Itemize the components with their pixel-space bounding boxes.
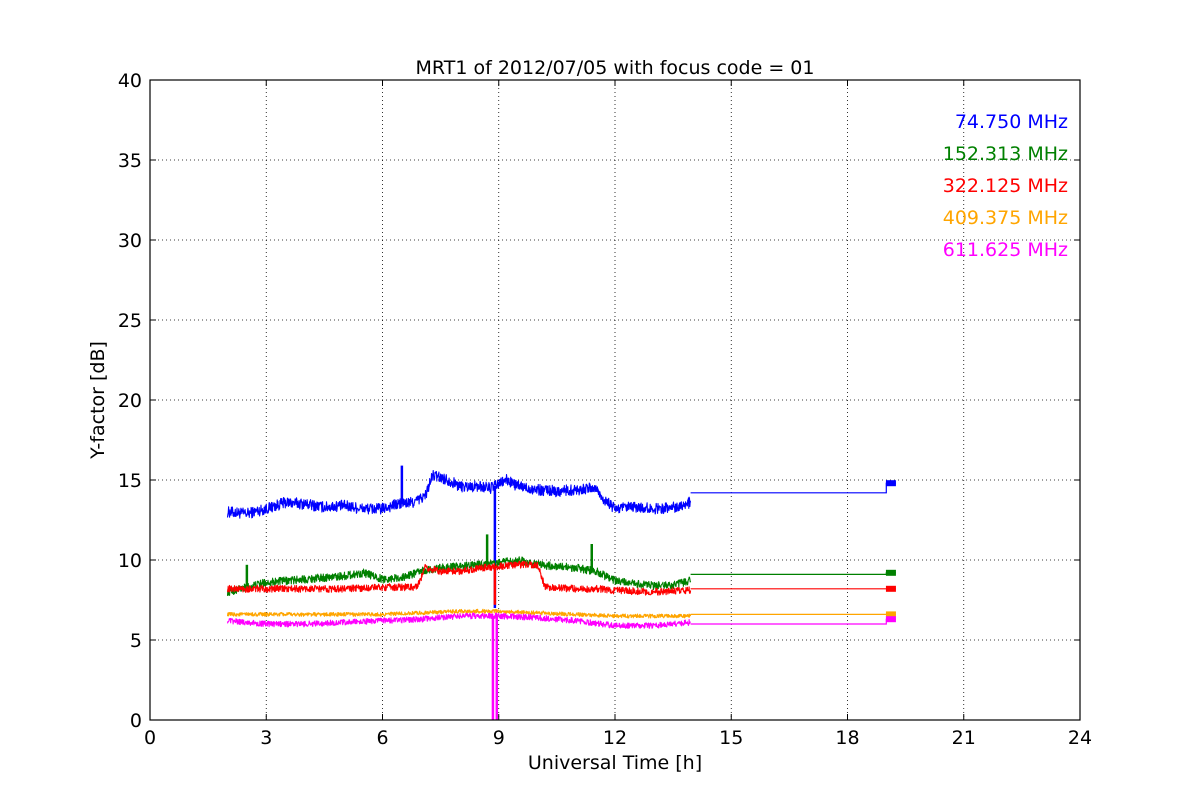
y-tick-label: 35 (118, 150, 142, 172)
x-tick-label: 21 (952, 727, 976, 749)
chart-title: MRT1 of 2012/07/05 with focus code = 01 (416, 57, 815, 79)
series-end-marker (885, 611, 896, 618)
x-tick-label: 3 (260, 727, 272, 749)
legend-label: 152.313 MHz (943, 143, 1068, 165)
y-tick-label: 20 (118, 390, 142, 412)
legend-label: 611.625 MHz (943, 239, 1068, 261)
ticks: 0 3 6 9 12 15 18 21 24 0 5 10 15 20 25 30 35 40 (118, 70, 1092, 749)
x-tick-label: 6 (376, 727, 388, 749)
legend: 74.750 MHz 152.313 MHz 322.125 MHz 409.375 … (943, 111, 1068, 261)
y-tick-label: 10 (118, 550, 142, 572)
series-hold-line (690, 618, 896, 625)
series-trace (226, 560, 692, 596)
x-tick-label: 15 (719, 727, 743, 749)
x-axis-label: Universal Time [h] (528, 752, 702, 774)
series-end-marker (885, 585, 896, 592)
series-hold-line (690, 482, 896, 494)
series-layer (226, 465, 896, 720)
series-trace (226, 612, 691, 629)
grid (150, 80, 1080, 720)
series-4 (226, 608, 896, 619)
legend-label: 322.125 MHz (943, 175, 1068, 197)
series-2 (226, 534, 896, 596)
series-3 (226, 560, 896, 605)
legend-label: 409.375 MHz (943, 207, 1068, 229)
y-tick-label: 5 (130, 630, 142, 652)
series-hold-line (690, 572, 896, 575)
series-trace (226, 469, 692, 519)
x-tick-label: 12 (603, 727, 627, 749)
series-end-marker (885, 569, 896, 576)
series-trace (226, 556, 692, 596)
y-tick-label: 25 (118, 310, 142, 332)
series-trace (226, 608, 692, 619)
x-tick-label: 18 (835, 727, 859, 749)
series-end-marker (885, 616, 896, 623)
legend-label: 74.750 MHz (955, 111, 1068, 133)
y-tick-label: 40 (118, 70, 142, 92)
x-tick-label: 24 (1068, 727, 1092, 749)
y-tick-label: 15 (118, 470, 142, 492)
x-tick-label: 0 (144, 727, 156, 749)
x-tick-label: 9 (493, 727, 505, 749)
series-5 (226, 612, 896, 720)
y-tick-label: 0 (130, 710, 142, 732)
series-end-marker (885, 480, 896, 487)
y-axis-label: Y-factor [dB] (87, 341, 109, 460)
y-tick-label: 30 (118, 230, 142, 252)
